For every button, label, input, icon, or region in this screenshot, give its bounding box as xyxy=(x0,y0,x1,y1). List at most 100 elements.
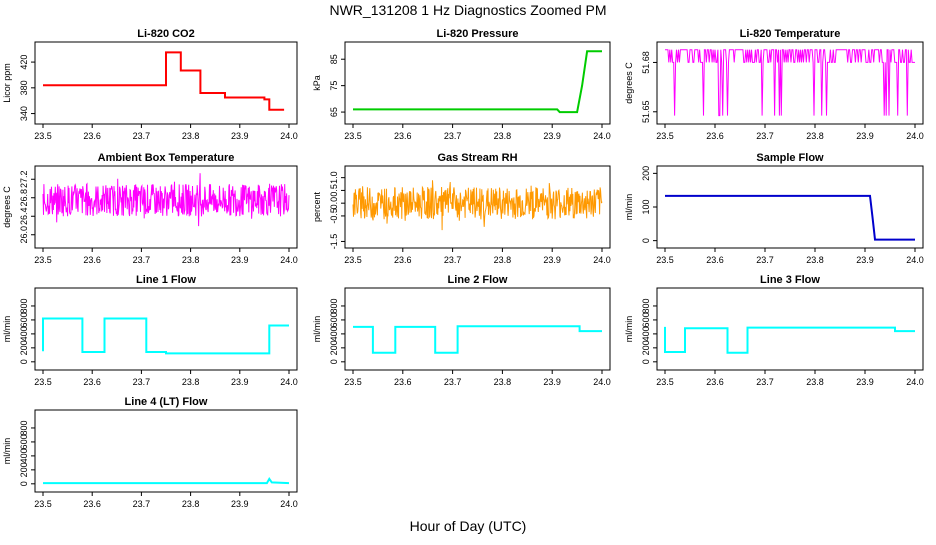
series-line xyxy=(664,326,915,354)
y-tick-label: 26.8 xyxy=(19,189,29,207)
x-tick-label: 23.9 xyxy=(543,377,561,387)
x-tick-label: 23.9 xyxy=(543,131,561,141)
x-tick-label: 23.6 xyxy=(706,131,724,141)
y-tick-label: 0 xyxy=(19,481,29,486)
plot-frame xyxy=(34,287,298,371)
x-tick-label: 23.8 xyxy=(806,377,824,387)
series-line xyxy=(353,50,602,114)
x-tick-label: 23.7 xyxy=(133,131,151,141)
y-axis-label: ml/min xyxy=(624,194,634,221)
x-tick-label: 23.8 xyxy=(806,255,824,265)
y-tick-label: -0.5 xyxy=(329,208,339,224)
series-line xyxy=(353,325,602,354)
x-tick-label: 24.0 xyxy=(280,377,298,387)
y-tick-label: 800 xyxy=(329,298,339,313)
x-tick-label: 23.5 xyxy=(34,499,52,509)
y-tick-label: 380 xyxy=(19,80,29,95)
x-tick-label: 23.8 xyxy=(494,377,512,387)
y-tick-label: 340 xyxy=(19,106,29,121)
x-tick-label: 23.6 xyxy=(706,255,724,265)
x-tick-label: 23.6 xyxy=(394,255,412,265)
x-tick-label: 23.9 xyxy=(543,255,561,265)
plot-frame xyxy=(34,409,298,493)
x-tick-label: 23.6 xyxy=(394,377,412,387)
x-tick-label: 23.6 xyxy=(83,377,101,387)
chart-title: Li-820 CO2 xyxy=(137,28,194,40)
y-tick-label: 600 xyxy=(19,434,29,449)
chart-title: Sample Flow xyxy=(756,152,824,164)
chart-title: Li-820 Temperature xyxy=(740,28,841,40)
y-tick-label: 200 xyxy=(19,340,29,355)
x-axis-title: Hour of Day (UTC) xyxy=(409,518,527,534)
x-tick-label: 23.9 xyxy=(231,255,249,265)
chart-title: Gas Stream RH xyxy=(437,152,517,164)
chart-title: Line 2 Flow xyxy=(448,274,508,286)
y-axis-label: degrees C xyxy=(624,62,634,104)
x-tick-label: 24.0 xyxy=(906,255,924,265)
chart-title: Line 1 Flow xyxy=(136,274,196,286)
y-tick-label: 51.68 xyxy=(641,51,651,74)
x-tick-label: 24.0 xyxy=(593,131,611,141)
y-tick-label: 400 xyxy=(641,326,651,341)
x-tick-label: 23.7 xyxy=(444,255,462,265)
x-tick-label: 23.7 xyxy=(756,377,774,387)
chart-panel-2: Li-820 Pressure kPa 23.5 23.6 23.7 23.8 23.9 24… xyxy=(312,28,611,141)
y-tick-label: 85 xyxy=(329,54,339,64)
y-axis-label: Licor ppm xyxy=(2,63,12,103)
x-tick-label: 23.7 xyxy=(756,255,774,265)
chart-panel-7: Line 1 Flow ml/min 23.5 23.6 23.7 23.8 23.9 24.… xyxy=(2,274,298,387)
chart-panel-1: Li-820 CO2 Licor ppm 23.5 23.6 23.7 23.8 23.9 2… xyxy=(2,28,298,141)
page-title: NWR_131208 1 Hz Diagnostics Zoomed PM xyxy=(329,2,607,18)
chart-panel-10: Line 4 (LT) Flow ml/min 23.5 23.6 23.7 23.8 23… xyxy=(2,396,298,509)
y-tick-label: 27.2 xyxy=(19,170,29,188)
y-tick-label: 600 xyxy=(329,312,339,327)
x-tick-label: 23.8 xyxy=(494,131,512,141)
x-tick-label: 23.5 xyxy=(656,377,674,387)
chart-panel-3: Li-820 Temperature degrees C 23.5 23.6 23.7 2… xyxy=(624,28,924,141)
x-tick-label: 23.8 xyxy=(182,377,200,387)
x-tick-label: 23.7 xyxy=(444,131,462,141)
y-tick-label: 0 xyxy=(641,238,651,243)
chart-title: Ambient Box Temperature xyxy=(98,152,235,164)
x-tick-label: 23.5 xyxy=(34,255,52,265)
x-tick-label: 24.0 xyxy=(280,131,298,141)
y-tick-label: 400 xyxy=(19,448,29,463)
y-tick-label: 0 xyxy=(19,359,29,364)
x-tick-label: 23.8 xyxy=(806,131,824,141)
x-tick-label: 24.0 xyxy=(906,377,924,387)
x-tick-label: 23.5 xyxy=(656,131,674,141)
x-tick-label: 23.6 xyxy=(83,255,101,265)
x-tick-label: 23.9 xyxy=(856,131,874,141)
x-tick-label: 24.0 xyxy=(593,377,611,387)
x-tick-label: 23.8 xyxy=(182,499,200,509)
x-tick-label: 23.5 xyxy=(344,131,362,141)
y-tick-label: 0 xyxy=(329,359,339,364)
series-line xyxy=(352,180,603,231)
plot-frame xyxy=(34,165,298,249)
chart-title: Line 4 (LT) Flow xyxy=(125,396,208,408)
series-line xyxy=(665,49,915,117)
x-tick-label: 23.6 xyxy=(394,131,412,141)
y-axis-label: degrees C xyxy=(2,186,12,228)
x-tick-label: 23.7 xyxy=(756,131,774,141)
x-tick-label: 24.0 xyxy=(906,131,924,141)
y-tick-label: 0 xyxy=(641,359,651,364)
y-tick-label: 200 xyxy=(641,340,651,355)
x-tick-label: 23.9 xyxy=(856,377,874,387)
chart-title: Li-820 Pressure xyxy=(437,28,519,40)
x-tick-label: 23.9 xyxy=(231,377,249,387)
y-axis-label: kPa xyxy=(312,75,322,91)
x-tick-label: 24.0 xyxy=(593,255,611,265)
series-line xyxy=(43,477,290,485)
y-tick-label: 400 xyxy=(19,326,29,341)
y-tick-label: 600 xyxy=(19,312,29,327)
series-line xyxy=(43,51,285,111)
plot-frame xyxy=(344,41,611,125)
y-tick-label: 200 xyxy=(19,462,29,477)
y-tick-label: 100 xyxy=(641,199,651,214)
chart-title: Line 3 Flow xyxy=(760,274,820,286)
y-tick-label: 0.5 xyxy=(329,184,339,197)
y-axis-label: percent xyxy=(312,191,322,222)
